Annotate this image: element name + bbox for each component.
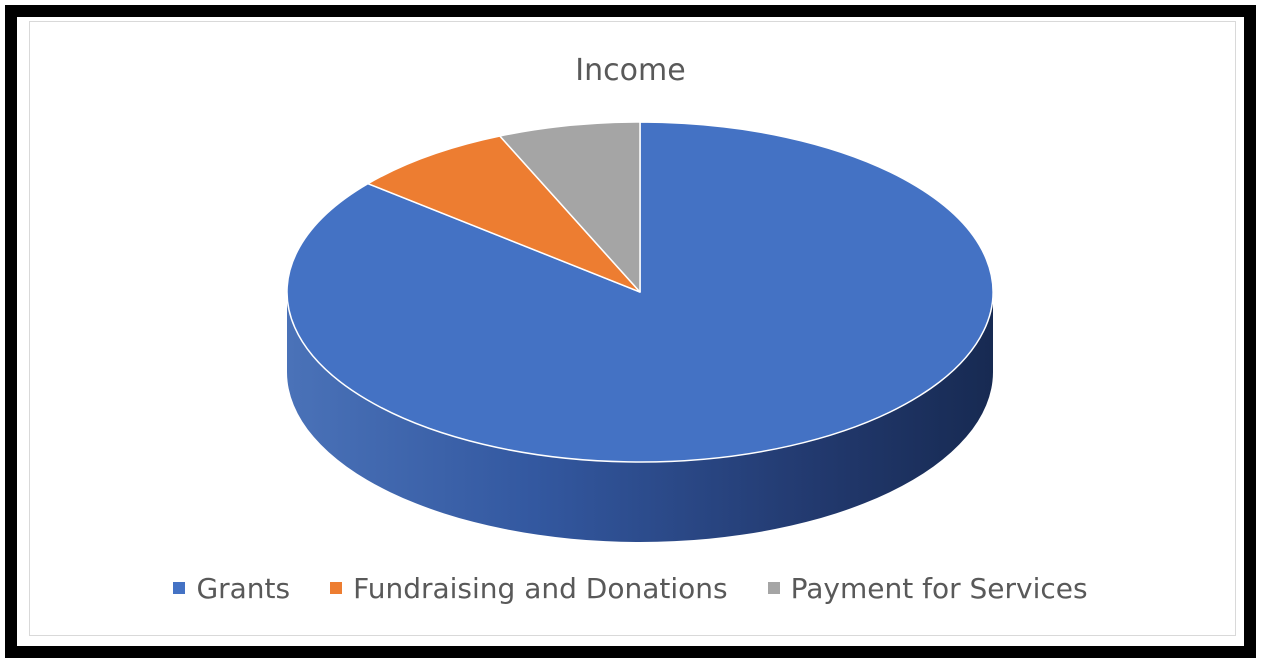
legend-swatch-grants — [173, 582, 186, 594]
legend-item: Grants — [173, 572, 290, 605]
legend-item: Payment for Services — [767, 571, 1088, 605]
pie-slice-fundraising — [367, 135, 641, 293]
legend-item: Fundraising and Donations — [330, 571, 728, 605]
legend-label: Payment for Services — [790, 571, 1088, 605]
pie-slice-payment — [499, 121, 641, 293]
legend-label: Fundraising and Donations — [353, 571, 728, 605]
chart-legend: Grants Fundraising and Donations Payment… — [0, 568, 1261, 608]
legend-swatch-fundraising — [330, 582, 343, 594]
pie-top-face — [286, 121, 994, 463]
chart-title: Income — [575, 53, 686, 88]
pie-side-wall — [287, 292, 993, 542]
legend-swatch-payment — [767, 582, 780, 594]
pie-slice-side-grants — [287, 292, 993, 542]
legend-label: Grants — [196, 571, 291, 605]
